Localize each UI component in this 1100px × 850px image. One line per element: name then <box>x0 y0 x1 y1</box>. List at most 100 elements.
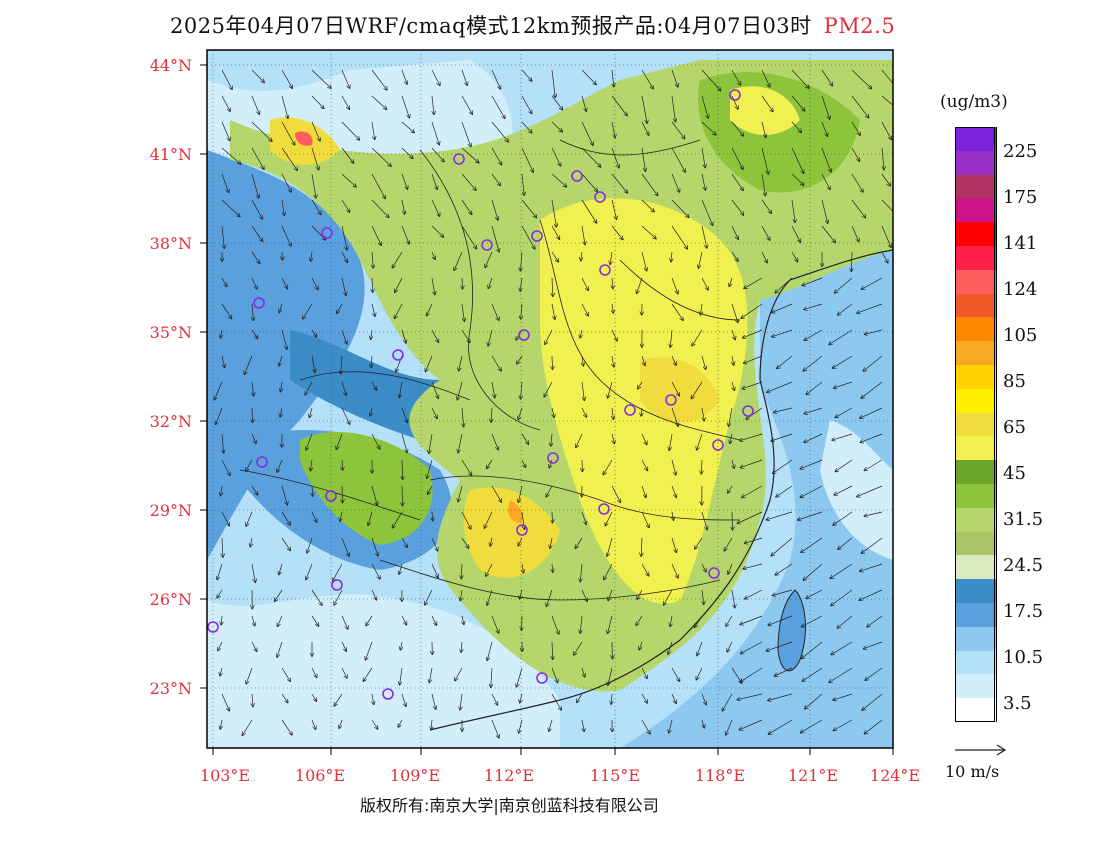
station-markers <box>207 89 754 700</box>
wind-arrow <box>544 381 553 397</box>
wind-arrow <box>791 95 805 111</box>
wind-arrow <box>399 381 403 398</box>
wind-arrow <box>771 537 793 556</box>
wind-arrow <box>490 537 492 546</box>
wind-arrow <box>608 589 613 601</box>
wind-arrow <box>857 485 883 497</box>
wind-arrow <box>574 641 583 655</box>
wind-arrow <box>851 69 872 89</box>
wind-arrow <box>246 667 253 684</box>
wind-arrow <box>431 225 444 237</box>
wind-arrow <box>521 303 522 319</box>
wind-arrow <box>611 199 617 219</box>
wind-arrow <box>701 173 705 190</box>
wind-arrow <box>460 589 462 601</box>
wind-arrow <box>281 277 287 289</box>
wind-arrow <box>838 537 853 549</box>
wind-arrow <box>761 225 770 240</box>
wind-arrow <box>608 615 613 633</box>
colorbar-swatch <box>955 507 997 533</box>
wind-arrow <box>281 173 291 192</box>
wind-arrow <box>834 381 853 388</box>
wind-arrow <box>691 381 703 399</box>
wind-arrow <box>461 563 462 579</box>
wind-arrow <box>700 303 702 315</box>
wind-arrow <box>311 147 319 170</box>
chart-title: 2025年04月07日WRF/cmaq模式12km预报产品:04月07日03时 P… <box>170 10 895 40</box>
colorbar-swatch <box>955 365 997 390</box>
wind-arrow <box>431 407 437 419</box>
wind-arrow <box>221 303 232 319</box>
wind-arrow <box>864 641 883 649</box>
wind-arrow <box>607 537 613 556</box>
wind-arrow <box>612 69 614 87</box>
wind-arrow <box>697 641 703 656</box>
wind-arrow <box>641 537 642 556</box>
wind-arrow <box>577 693 583 702</box>
wind-arrow <box>767 381 793 392</box>
wind-arrow <box>461 121 471 147</box>
colorbar-swatch <box>955 317 997 342</box>
wind-arrow <box>311 277 318 290</box>
wind-arrow <box>741 303 763 318</box>
colorbar-swatch <box>955 484 997 509</box>
wind-arrow <box>281 147 297 170</box>
wind-arrow <box>520 589 523 599</box>
wind-arrow <box>612 303 613 313</box>
wind-arrow <box>400 641 402 650</box>
wind-arrow <box>277 459 283 472</box>
wind-arrow <box>777 355 793 368</box>
wind-arrow <box>461 147 479 163</box>
wind-arrow <box>724 537 733 551</box>
wind-arrow <box>341 121 360 140</box>
wind-arrow <box>395 277 403 292</box>
wind-arrow <box>341 407 350 424</box>
wind-arrow <box>458 485 463 502</box>
wind-arrow <box>491 147 502 165</box>
wind-arrow <box>835 277 853 293</box>
map-frame <box>206 49 894 749</box>
wind-arrow <box>701 95 708 118</box>
wind-arrow <box>461 329 470 343</box>
wind-arrow <box>671 485 676 497</box>
wind-arrow <box>341 95 350 109</box>
wind-arrow <box>371 303 375 316</box>
wind-arrow <box>279 563 283 575</box>
wind-arrow <box>462 615 464 625</box>
wind-arrow <box>701 511 707 530</box>
wind-arrow <box>641 355 645 366</box>
wind-arrow <box>772 329 793 337</box>
wind-arrow <box>218 641 223 651</box>
wind-arrow <box>737 511 763 524</box>
wind-arrow <box>774 407 793 412</box>
wind-arrow <box>772 589 793 596</box>
wind-arrow <box>581 303 588 316</box>
wind-arrow <box>372 277 373 292</box>
wind-arrow <box>821 147 831 172</box>
wind-arrow <box>701 563 706 572</box>
wind-arrow <box>336 433 343 449</box>
wind-arrow <box>761 121 766 138</box>
wind-arrow <box>216 407 223 424</box>
wind-arrow <box>696 667 703 680</box>
wind-arrow <box>487 459 493 469</box>
wind-arrow <box>366 615 373 626</box>
wind-arrow <box>306 563 313 580</box>
city-station-marker <box>453 153 465 165</box>
wind-arrow <box>461 95 472 114</box>
wind-arrow <box>881 225 891 247</box>
wind-arrow <box>303 303 313 319</box>
wind-arrow <box>864 459 883 471</box>
wind-arrow <box>851 225 859 242</box>
wind-arrow <box>371 95 387 109</box>
wind-arrow <box>341 199 350 212</box>
wind-arrow <box>726 719 733 735</box>
wind-arrow <box>702 407 704 421</box>
wind-arrow <box>311 69 331 88</box>
wind-arrow <box>401 173 408 189</box>
wind-arrow <box>581 251 582 261</box>
wind-arrow <box>775 563 793 575</box>
wind-arrow <box>281 537 290 550</box>
wind-arrow <box>431 251 435 259</box>
wind-arrow <box>242 719 253 735</box>
